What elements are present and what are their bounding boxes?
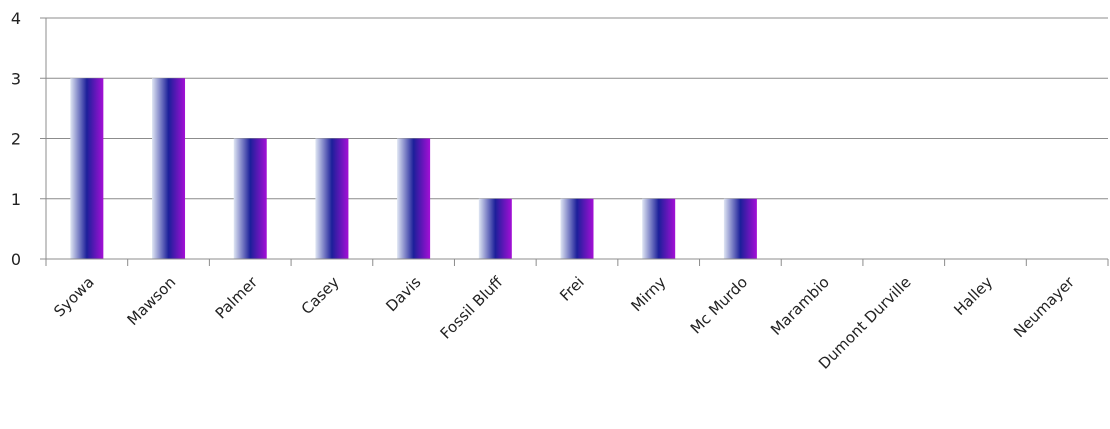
x-category-label: Mc Murdo [687, 273, 751, 337]
x-category-label: Syowa [50, 273, 97, 320]
x-category-label: Neumayer [1010, 273, 1078, 341]
x-axis [45, 18, 1109, 266]
x-category-label: Mawson [124, 273, 180, 329]
bar-casey [315, 138, 349, 259]
bar-mc-murdo [723, 198, 757, 259]
bar-syowa [70, 78, 104, 259]
y-axis-tick-labels: 0 1 2 3 4 [11, 9, 21, 269]
x-category-label: Fossil Bluff [437, 273, 507, 343]
grid-lines [40, 17, 1108, 260]
bar-frei [560, 198, 594, 259]
x-category-label: Frei [556, 273, 588, 305]
x-category-label: Casey [298, 273, 343, 318]
x-category-label: Mirny [628, 273, 670, 315]
bar-davis [397, 138, 431, 259]
y-tick-label: 3 [11, 69, 21, 88]
bar-fossil-bluff [478, 198, 512, 259]
bar-mirny [642, 198, 676, 259]
x-category-label: Halley [950, 273, 996, 319]
x-category-label: Davis [382, 273, 424, 315]
y-tick-label: 4 [11, 9, 21, 28]
y-tick-label: 1 [11, 190, 21, 209]
bar-mawson [152, 78, 186, 259]
y-tick-label: 2 [11, 130, 21, 149]
bars [70, 78, 757, 259]
x-axis-category-labels: Syowa Mawson Palmer Casey Davis Fossil Bluff F… [50, 273, 1078, 373]
x-category-label: Palmer [212, 273, 262, 323]
y-tick-label: 0 [11, 250, 21, 269]
x-category-label: Marambio [767, 273, 833, 339]
bar-palmer [233, 138, 267, 259]
